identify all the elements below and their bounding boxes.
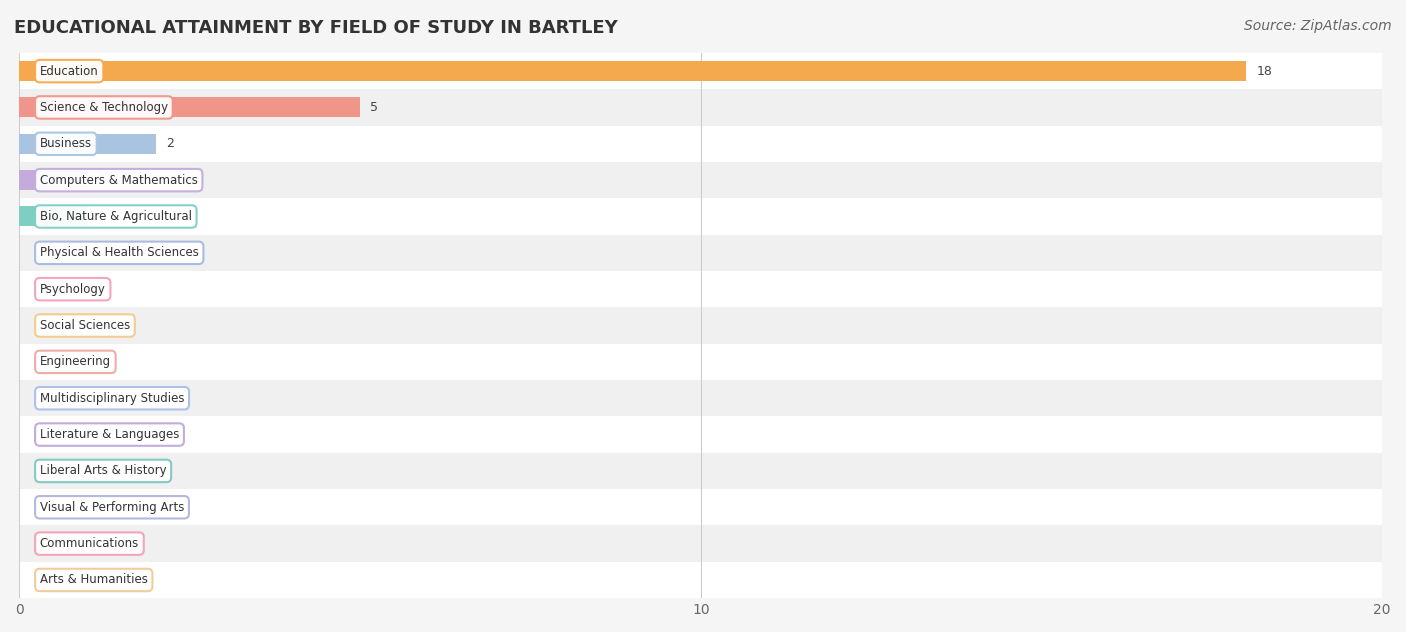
Bar <box>20 126 1406 162</box>
Bar <box>20 489 1406 525</box>
Text: 18: 18 <box>1256 64 1272 78</box>
Bar <box>20 307 1406 344</box>
Text: Visual & Performing Arts: Visual & Performing Arts <box>39 501 184 514</box>
Bar <box>20 525 1406 562</box>
Text: 1: 1 <box>98 174 105 186</box>
Bar <box>20 207 87 226</box>
Text: Bio, Nature & Agricultural: Bio, Nature & Agricultural <box>39 210 191 223</box>
Text: Multidisciplinary Studies: Multidisciplinary Studies <box>39 392 184 404</box>
Bar <box>20 162 1406 198</box>
Bar <box>20 234 1406 271</box>
Bar <box>20 380 1406 416</box>
Text: Social Sciences: Social Sciences <box>39 319 131 332</box>
Text: 2: 2 <box>166 137 174 150</box>
Text: Business: Business <box>39 137 91 150</box>
Bar <box>20 453 1406 489</box>
Text: Physical & Health Sciences: Physical & Health Sciences <box>39 246 198 259</box>
Text: Liberal Arts & History: Liberal Arts & History <box>39 465 166 477</box>
Text: Computers & Mathematics: Computers & Mathematics <box>39 174 198 186</box>
Bar <box>20 344 1406 380</box>
Bar <box>20 89 1406 126</box>
Text: EDUCATIONAL ATTAINMENT BY FIELD OF STUDY IN BARTLEY: EDUCATIONAL ATTAINMENT BY FIELD OF STUDY… <box>14 19 617 37</box>
Text: Education: Education <box>39 64 98 78</box>
Text: Literature & Languages: Literature & Languages <box>39 428 179 441</box>
Text: Science & Technology: Science & Technology <box>39 101 167 114</box>
Bar <box>20 134 156 154</box>
Text: Arts & Humanities: Arts & Humanities <box>39 573 148 586</box>
Text: Source: ZipAtlas.com: Source: ZipAtlas.com <box>1244 19 1392 33</box>
Bar <box>20 97 360 118</box>
Text: Engineering: Engineering <box>39 355 111 368</box>
Text: 1: 1 <box>98 210 105 223</box>
Bar <box>20 271 1406 307</box>
Bar <box>20 61 1246 81</box>
Text: 5: 5 <box>370 101 378 114</box>
Text: Psychology: Psychology <box>39 283 105 296</box>
Bar <box>20 198 1406 234</box>
Text: Communications: Communications <box>39 537 139 550</box>
Bar <box>20 53 1406 89</box>
Bar <box>20 562 1406 598</box>
Bar <box>20 416 1406 453</box>
Bar <box>20 170 87 190</box>
